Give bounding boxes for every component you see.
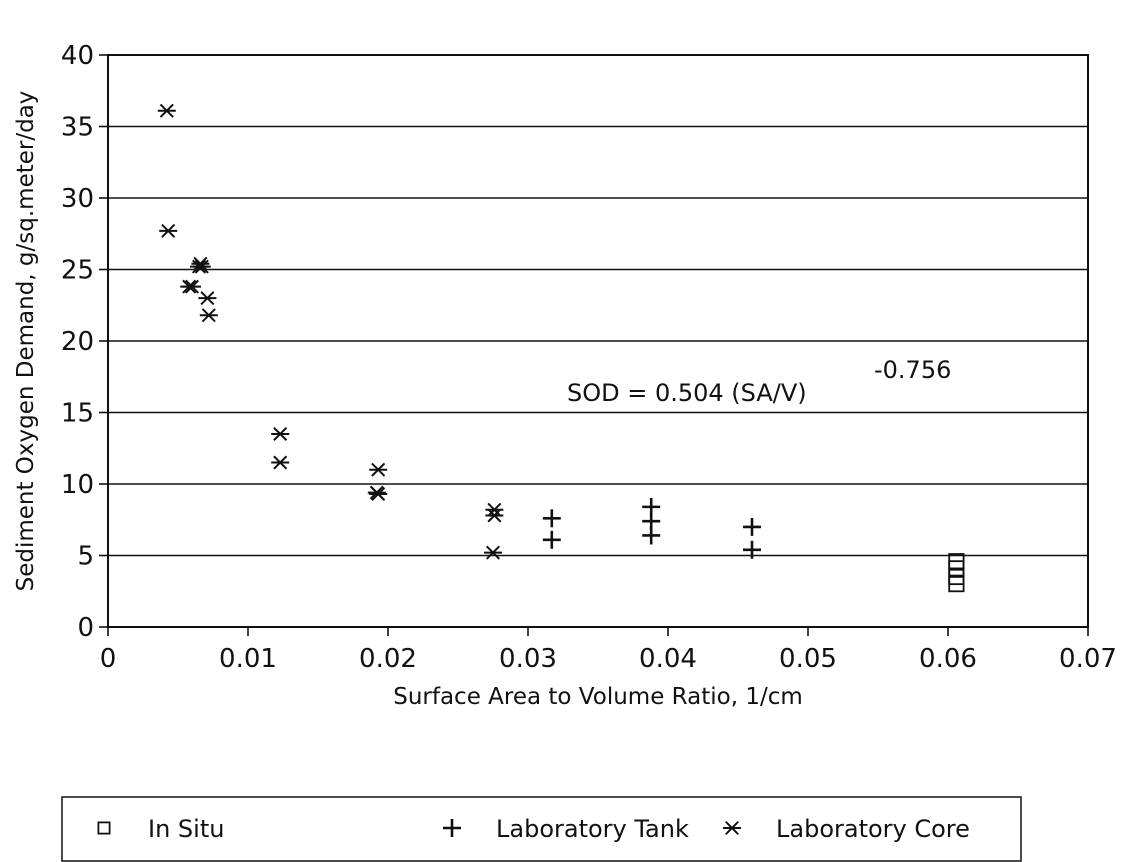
y-axis-title: Sediment Oxygen Demand, g/sq.meter/day (13, 91, 39, 592)
y-tick-label: 40 (61, 41, 94, 71)
horizontal-gridlines (108, 125, 1088, 557)
legend-item-laboratory-core: Laboratory Core (723, 815, 970, 843)
x-tick-label: 0.04 (639, 644, 697, 674)
y-tick-label: 5 (77, 542, 94, 572)
plus-point-laboratory-tank (743, 517, 761, 536)
x-tick-label: 0.06 (919, 644, 977, 674)
square-legend-icon (97, 821, 111, 835)
plus-legend-icon (443, 819, 461, 837)
x-tick-label: 0.03 (499, 644, 557, 674)
y-axis-ticks: 0 5 10 15 20 25 30 35 40 (61, 41, 108, 643)
legend-item-laboratory-tank: Laboratory Tank (443, 815, 689, 843)
legend-label: Laboratory Tank (496, 815, 689, 843)
y-tick-label: 20 (61, 327, 94, 357)
y-tick-label: 25 (61, 256, 94, 286)
asterisk-point-laboratory-core (484, 545, 502, 560)
asterisk-point-laboratory-core (183, 279, 201, 294)
asterisk-point-laboratory-core (369, 462, 388, 477)
legend-item-in-situ: In Situ (97, 815, 224, 843)
regression-exponent: -0.756 (874, 356, 951, 384)
x-tick-label: 0.05 (779, 644, 837, 674)
legend-box (61, 796, 1022, 862)
square-point-in-situ (948, 560, 965, 577)
square-point-in-situ (948, 576, 965, 593)
y-tick-label: 10 (61, 470, 94, 500)
x-tick-label: 0 (100, 644, 117, 674)
legend-label: Laboratory Core (776, 815, 970, 843)
x-tick-label: 0.01 (219, 644, 277, 674)
legend: In Situ Laboratory Tank Laboratory Core (61, 796, 1022, 862)
asterisk-point-laboratory-core (271, 426, 290, 441)
asterisk-point-laboratory-core (198, 291, 217, 306)
legend-label: In Situ (148, 815, 224, 843)
y-tick-label: 30 (61, 184, 94, 214)
x-tick-label: 0.02 (359, 644, 417, 674)
x-axis-ticks: 0 0.01 0.02 0.03 0.04 0.05 0.06 0.07 (100, 627, 1117, 674)
asterisk-point-laboratory-core (199, 308, 218, 323)
asterisk-point-laboratory-core (157, 103, 176, 118)
y-tick-label: 0 (77, 613, 94, 643)
x-axis-title: Surface Area to Volume Ratio, 1/cm (393, 684, 803, 710)
asterisk-legend-icon (723, 820, 741, 836)
plus-point-laboratory-tank (542, 530, 561, 549)
x-tick-label: 0.07 (1059, 644, 1117, 674)
asterisk-point-laboratory-core (191, 256, 210, 271)
asterisk-point-laboratory-core (159, 223, 178, 238)
regression-equation: SOD = 0.504 (SA/V) (567, 379, 807, 407)
plus-point-laboratory-tank (542, 509, 561, 528)
asterisk-point-laboratory-core (192, 259, 211, 274)
data-points (157, 103, 965, 593)
y-tick-label: 35 (61, 113, 94, 143)
asterisk-point-laboratory-core (271, 455, 290, 470)
asterisk-point-laboratory-core (485, 508, 504, 523)
plus-point-laboratory-tank (743, 540, 761, 559)
y-tick-label: 15 (61, 399, 94, 429)
plus-point-laboratory-tank (642, 526, 661, 545)
asterisk-point-laboratory-core (369, 487, 388, 502)
